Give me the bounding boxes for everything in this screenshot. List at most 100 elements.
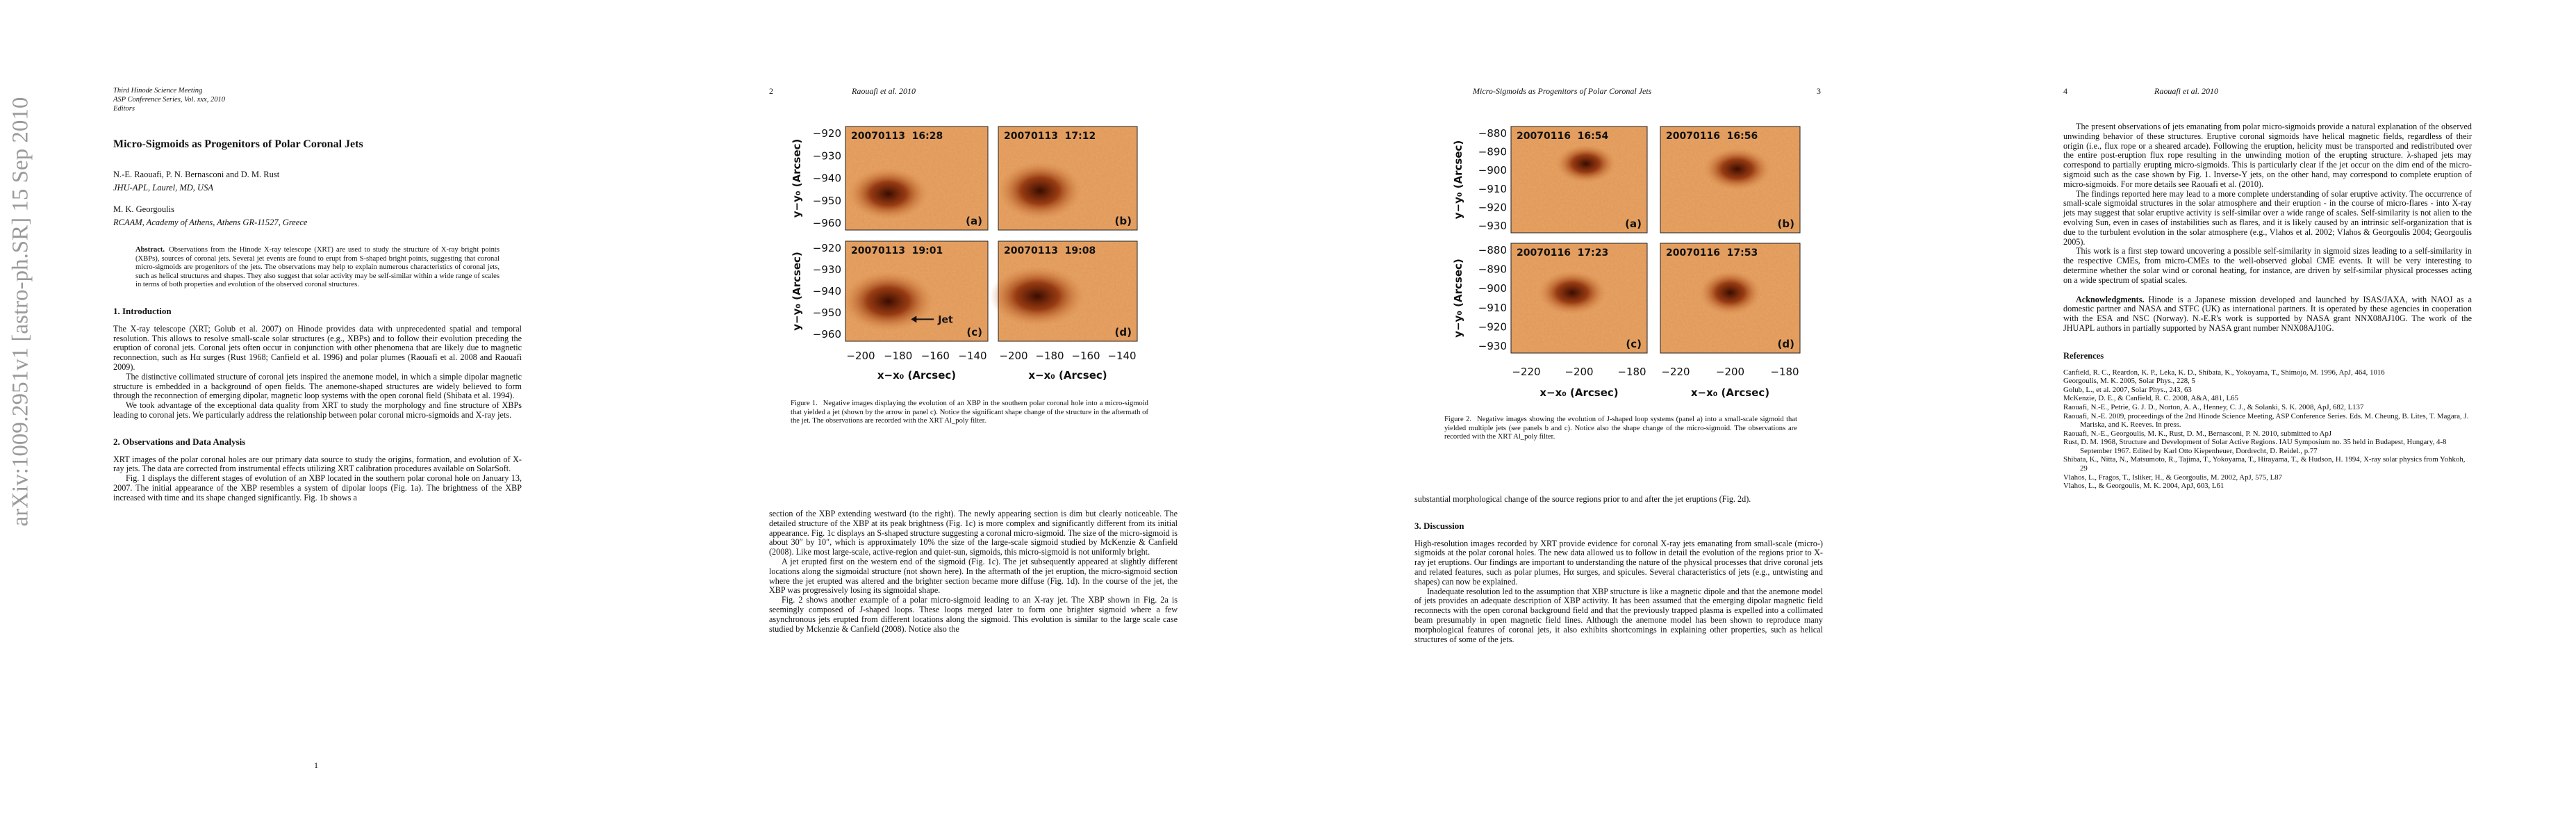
y-tick-label: −940 <box>813 172 841 185</box>
y-tick-label: −960 <box>813 217 841 229</box>
running-head: Micro-Sigmoids as Progenitors of Polar C… <box>1473 86 1652 96</box>
x-tick-label: −200 <box>999 350 1027 362</box>
y-tick-label: −930 <box>1478 220 1507 232</box>
y-axis-label: y−y₀ (Arcsec) <box>1452 140 1464 220</box>
caption-label: Figure 2. <box>1444 416 1472 423</box>
panel-timestamp: 20070113 17:12 <box>1004 131 1096 142</box>
panel-frame <box>845 126 989 231</box>
y-tick-label: −920 <box>1478 201 1507 213</box>
y-tick-label: −920 <box>1478 320 1507 333</box>
y-tick-label: −930 <box>1478 340 1507 352</box>
bright-point <box>990 266 1084 327</box>
caption-label: Figure 1. <box>791 400 818 407</box>
panel-frame <box>1510 126 1648 234</box>
y-tick-label: −950 <box>813 195 841 207</box>
h: 1. Introduction <box>113 305 172 316</box>
x-axis-label: x−x₀ (Arcsec) <box>1691 386 1769 399</box>
y-axis-label: y−y₀ (Arcsec) <box>791 252 803 331</box>
ref: Canfield, R. C., Reardon, K. P., Leka, K… <box>2063 368 2385 377</box>
panel-timestamp: 20070116 16:54 <box>1517 131 1609 142</box>
y-tick-label: −920 <box>813 127 841 140</box>
x-tick-label: −160 <box>1071 350 1100 362</box>
conference-line: Third Hinode Science Meeting <box>113 87 203 95</box>
bright-point <box>1699 270 1761 315</box>
x-tick-label: −200 <box>1716 366 1744 378</box>
y-tick-label: −960 <box>813 328 841 341</box>
text-column: substantial morphological change of the … <box>1414 494 1823 644</box>
panel-frame <box>1510 243 1648 354</box>
y-tick-label: −890 <box>1478 263 1507 276</box>
page-number: 1 <box>314 760 318 770</box>
refh: References <box>2063 350 2104 361</box>
conference-line: ASP Conference Series, Vol. xxx, 2010 <box>113 96 225 104</box>
y-tick-label: −930 <box>813 263 841 276</box>
lead: Abstract. <box>135 245 165 254</box>
ref: Vlahos, L., & Georgoulis, M. K. 2004, Ap… <box>2063 482 2224 491</box>
panel-timestamp: 20070116 16:56 <box>1666 131 1758 142</box>
ref: Georgoulis, M. K. 2005, Solar Phys., 228… <box>2063 377 2195 386</box>
page-number: 2 <box>769 86 773 96</box>
y-tick-label: −920 <box>813 242 841 254</box>
x-tick-label: −180 <box>1770 366 1799 378</box>
x-tick-label: −220 <box>1661 366 1690 378</box>
paragraph: A jet erupted first on the western end o… <box>769 556 1178 596</box>
x-axis-label: x−x₀ (Arcsec) <box>877 369 956 382</box>
paragraph: The distinctive collimated structure of … <box>113 371 522 401</box>
jet-label: Jet <box>937 314 953 325</box>
paragraph: Fig. 1 displays the different stages of … <box>113 473 522 502</box>
panel-letter: (b) <box>1115 215 1132 227</box>
text-column: Third Hinode Science Meeting ASP Conferen… <box>113 86 522 503</box>
panel-letter: (a) <box>966 215 982 227</box>
paragraph: High-resolution images recorded by XRT p… <box>1414 538 1823 587</box>
panel-frame <box>998 240 1138 342</box>
paragraph-text: Observations from the Hinode X-ray teles… <box>135 245 499 289</box>
h: 3. Discussion <box>1414 520 1464 531</box>
panel-letter: (b) <box>1778 218 1794 230</box>
y-tick-label: −880 <box>1478 244 1507 256</box>
text-column: section of the XBP extending westward (t… <box>769 509 1178 634</box>
figure-caption: Figure 1. Negative images displaying the … <box>791 400 1148 426</box>
x-axis-label: x−x₀ (Arcsec) <box>1028 369 1107 382</box>
bright-point <box>1555 145 1616 183</box>
ref: McKenzie, D. E., & Canfield, R. C. 2008,… <box>2063 394 2238 403</box>
panel-letter: (d) <box>1778 338 1794 350</box>
panel-letter: (d) <box>1115 326 1132 338</box>
panel-timestamp: 20070113 19:08 <box>1004 245 1096 256</box>
x-tick-label: −140 <box>958 350 986 362</box>
y-tick-label: −890 <box>1478 146 1507 158</box>
author: N.-E. Raouafi, P. N. Bernasconi and D. M… <box>113 169 280 179</box>
panel-frame <box>1660 243 1801 354</box>
panel-letter: (c) <box>1626 338 1642 350</box>
panel-letter: (a) <box>1625 218 1642 230</box>
y-tick-label: −930 <box>813 149 841 162</box>
paragraph: We took advantage of the exceptional dat… <box>113 400 522 420</box>
y-tick-label: −880 <box>1478 127 1507 140</box>
caption-text: Negative images displaying the evolution… <box>791 400 1148 425</box>
paragraph: XRT images of the polar coronal holes ar… <box>113 454 522 474</box>
author2: M. K. Georgoulis <box>113 204 174 215</box>
paragraph: The present observations of jets emanati… <box>2063 122 2472 189</box>
figure: 20070116 16:54 (a) 20070116 16:56 (b) 200701… <box>1452 126 1801 399</box>
x-tick-label: −200 <box>846 350 875 362</box>
x-tick-label: −180 <box>884 350 912 362</box>
figure-caption: Figure 2. Negative images showing the evo… <box>1444 416 1797 442</box>
y-tick-label: −900 <box>1478 164 1507 177</box>
page: 4 Raouafi et al. 2010 The present observat… <box>1932 0 2576 834</box>
running-head: Raouafi et al. 2010 <box>852 86 916 96</box>
y-tick-label: −910 <box>1478 302 1507 314</box>
caption-text: Negative images showing the evolution of… <box>1444 416 1797 441</box>
paragraph: The X-ray telescope (XRT; Golub et al. 2… <box>113 323 522 372</box>
paragraph: Inadequate resolution led to the assumpt… <box>1414 586 1823 644</box>
page-number: 4 <box>2063 86 2067 96</box>
y-tick-label: −940 <box>813 285 841 297</box>
x-tick-label: −180 <box>1617 366 1646 378</box>
ref: Vlahos, L., Fragos, T., Isliker, H., & G… <box>2063 473 2283 482</box>
ref: Raouafi, N.-E., Georgoulis, M. K., Rust,… <box>2063 429 2332 438</box>
panel-timestamp: 20070113 19:01 <box>851 245 943 256</box>
x-tick-label: −180 <box>1035 350 1064 362</box>
page: 2 Raouafi et al. 2010 20070113 16:28 (a) 200… <box>644 0 1288 834</box>
panel-frame <box>1660 126 1801 234</box>
page: 3 Micro-Sigmoids as Progenitors of Polar … <box>1288 0 1932 834</box>
x-tick-label: −220 <box>1512 366 1540 378</box>
lead: Acknowledgments. <box>2076 294 2145 304</box>
